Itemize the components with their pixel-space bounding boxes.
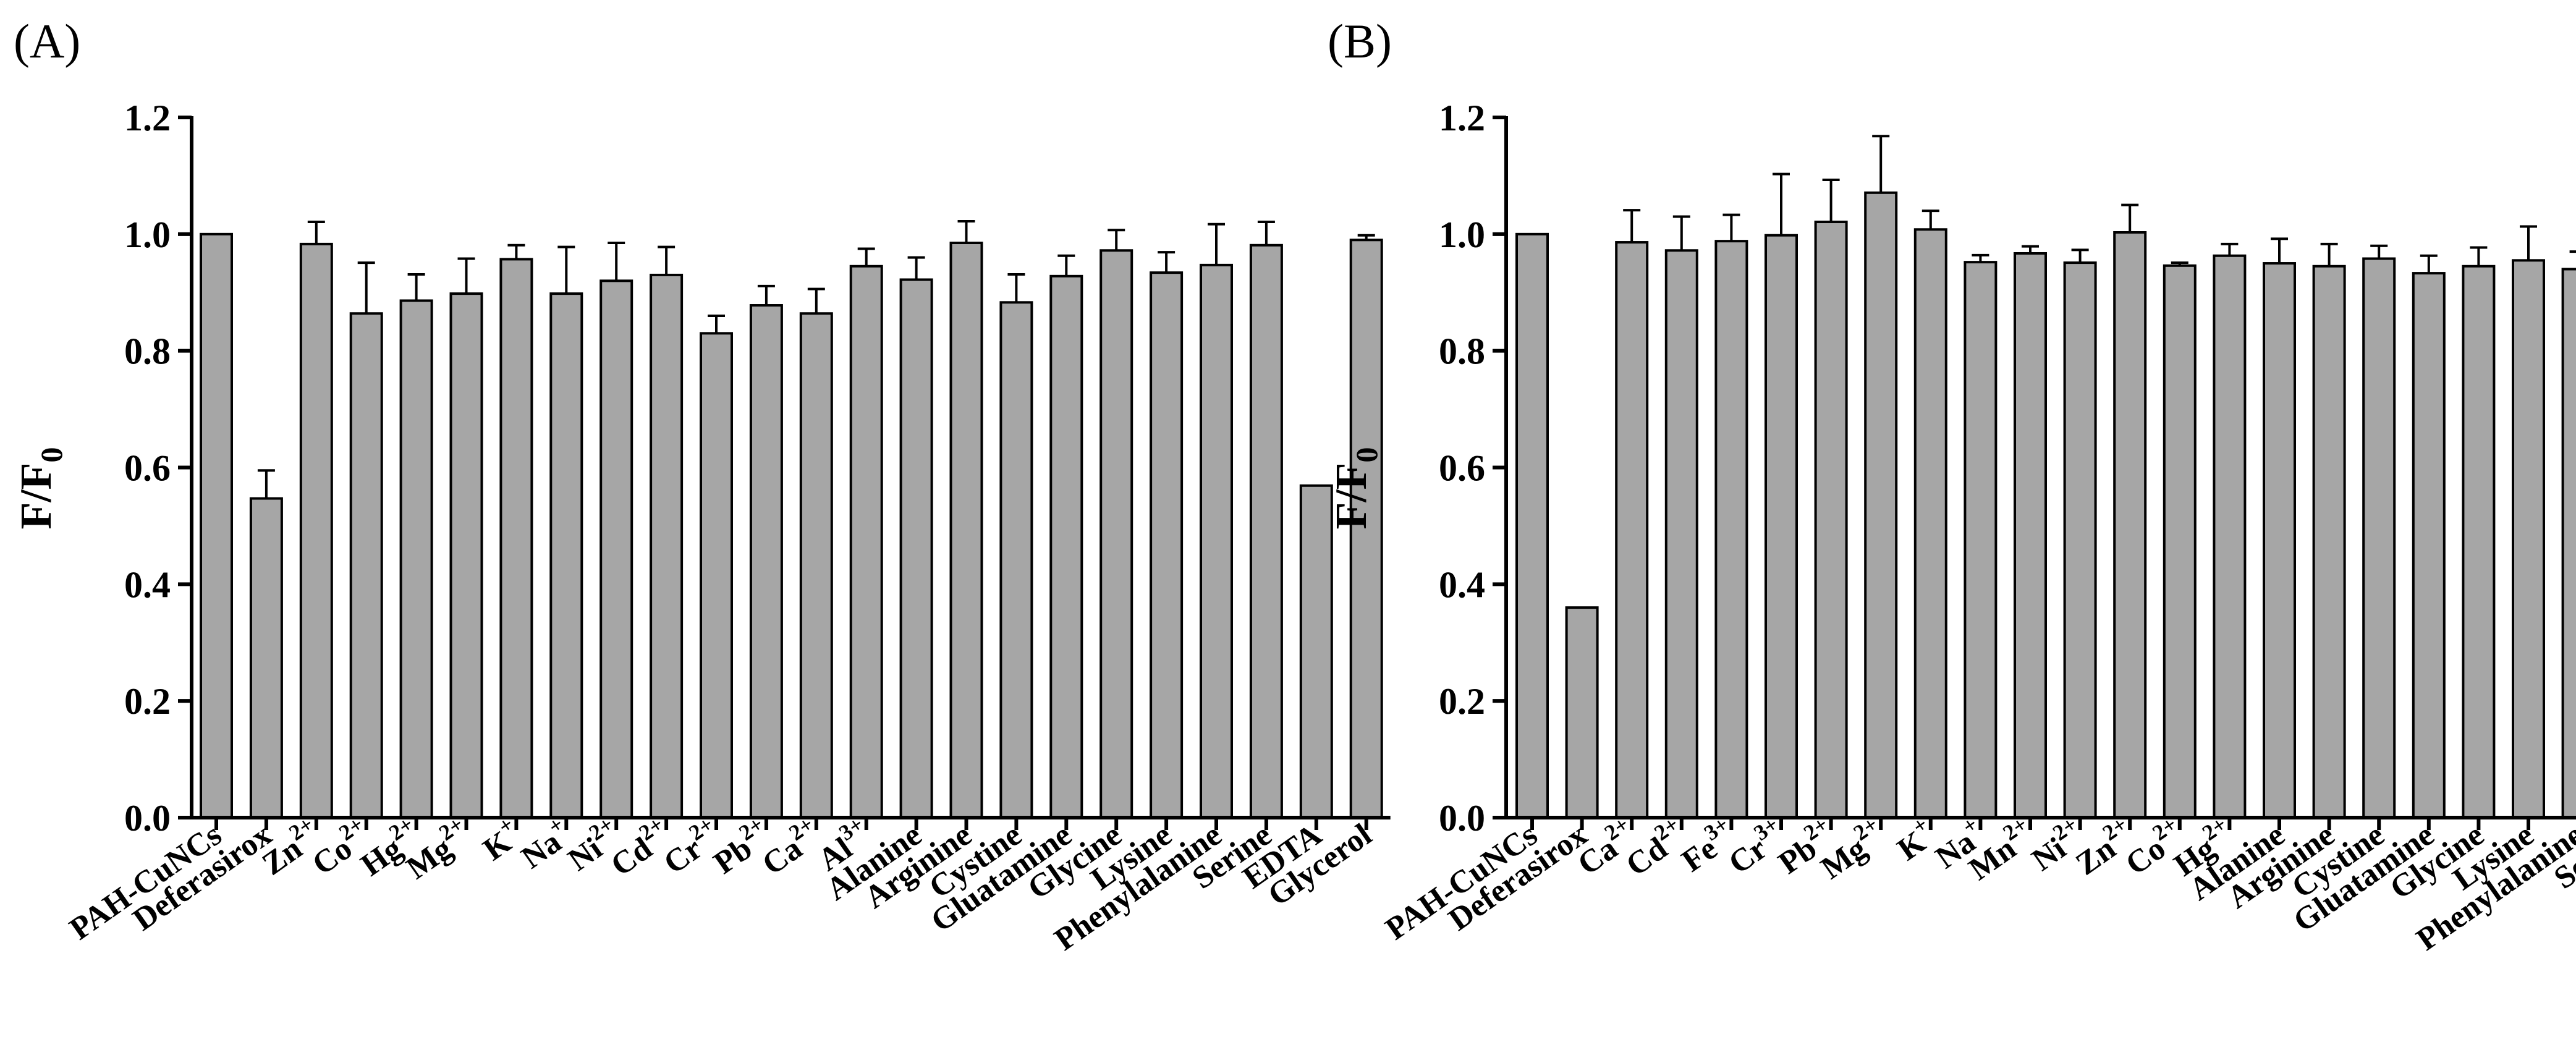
x-tick-label: K+ <box>473 811 528 868</box>
y-tick-label: 1.0 <box>124 214 171 255</box>
bar <box>549 292 583 819</box>
bar <box>2362 257 2396 819</box>
bar <box>1515 232 1549 819</box>
bar <box>2412 272 2446 819</box>
y-tick-label: 0.2 <box>124 681 171 722</box>
panel-label: (A) <box>14 14 80 68</box>
y-tick-label: 0.8 <box>1439 331 1485 372</box>
bar <box>1664 249 1698 819</box>
bar <box>2312 265 2346 819</box>
bar <box>499 258 533 819</box>
bar <box>1864 191 1898 819</box>
y-axis-label: F/F0 <box>1326 447 1384 530</box>
bar <box>1150 271 1184 819</box>
bar <box>1814 221 1848 819</box>
y-tick-label: 1.2 <box>124 98 171 138</box>
bar <box>1200 263 1233 819</box>
bar <box>299 242 333 819</box>
y-tick-label: 0.2 <box>1439 681 1485 722</box>
bar <box>2213 254 2247 819</box>
bar <box>1565 606 1599 819</box>
bar <box>949 241 983 819</box>
bar <box>2113 231 2147 819</box>
y-tick-label: 1.0 <box>1439 214 1485 255</box>
y-tick-label: 0.8 <box>124 331 171 372</box>
bar <box>1049 274 1083 819</box>
bar <box>2462 265 2496 819</box>
y-tick-label: 0.0 <box>124 798 171 839</box>
bar <box>1615 241 1649 819</box>
bar <box>999 301 1033 819</box>
bar <box>1299 484 1333 819</box>
x-tick-label: K+ <box>1888 811 1943 868</box>
y-tick-label: 0.6 <box>1439 448 1485 489</box>
bar <box>1249 243 1283 819</box>
bar <box>2163 264 2197 819</box>
bar <box>1964 261 1998 819</box>
bar <box>349 312 383 819</box>
y-tick-label: 0.0 <box>1439 798 1485 839</box>
bar <box>2263 262 2296 819</box>
panel-label: (B) <box>1328 14 1392 68</box>
y-axis-label: F/F0 <box>11 447 69 530</box>
bar <box>1714 240 1748 819</box>
bar <box>200 232 233 819</box>
bar <box>849 265 883 819</box>
bar <box>600 279 633 819</box>
bar <box>899 278 933 819</box>
bar <box>449 292 483 819</box>
bar <box>650 273 684 819</box>
bar <box>700 332 733 819</box>
bar <box>2512 259 2545 819</box>
chart-panel-b: (B)F/F00.00.20.40.60.81.01.2PAH-CuNCsDef… <box>1326 14 2576 957</box>
bar <box>1913 228 1947 819</box>
bar <box>1765 234 1798 819</box>
y-tick-label: 1.2 <box>1439 98 1485 138</box>
bar <box>2063 261 2097 819</box>
y-tick-label: 0.4 <box>124 564 171 605</box>
bar <box>2014 252 2047 819</box>
chart-panel-a: (A)F/F00.00.20.40.60.81.01.2PAH-CuNCsDef… <box>11 14 1391 957</box>
bar <box>399 299 433 819</box>
bar <box>249 497 283 819</box>
y-tick-label: 0.6 <box>124 448 171 489</box>
bar <box>799 312 833 819</box>
y-tick-label: 0.4 <box>1439 564 1485 605</box>
bar <box>2561 268 2576 819</box>
bar <box>1099 249 1133 819</box>
bar <box>749 304 783 819</box>
